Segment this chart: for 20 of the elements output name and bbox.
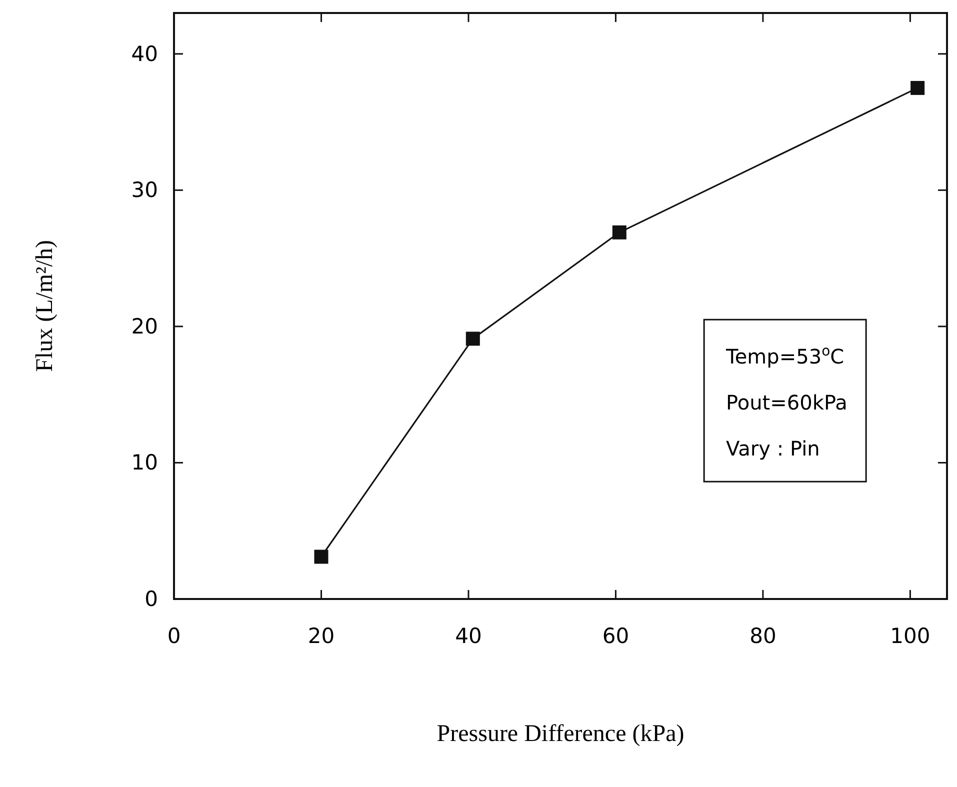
point bbox=[612, 225, 626, 240]
annotation: Temp=53$^{o}$C bbox=[725, 344, 844, 369]
point bbox=[910, 80, 925, 95]
annotation: Vary : Pin bbox=[726, 436, 820, 461]
y-tick-label: 30 bbox=[131, 178, 158, 202]
y-axis-title: Flux (L/m²/h) bbox=[32, 240, 58, 372]
x-tick-label: 100 bbox=[890, 624, 930, 648]
x-tick-label: 20 bbox=[308, 624, 335, 648]
annotation: Pout=60kPa bbox=[726, 390, 848, 415]
point bbox=[314, 550, 328, 564]
x-axis-title: Pressure Difference (kPa) bbox=[436, 721, 684, 747]
x-tick-label: 0 bbox=[167, 624, 181, 648]
y-tick-label: 10 bbox=[131, 450, 158, 475]
y-tick-label: 20 bbox=[131, 314, 158, 338]
y-tick-label: 40 bbox=[131, 42, 158, 66]
x-tick-label: 60 bbox=[602, 624, 630, 648]
x-tick-label: 80 bbox=[750, 624, 776, 648]
y-tick-label: 0 bbox=[144, 587, 158, 611]
x-tick-label: 40 bbox=[455, 624, 482, 648]
point bbox=[466, 332, 480, 346]
